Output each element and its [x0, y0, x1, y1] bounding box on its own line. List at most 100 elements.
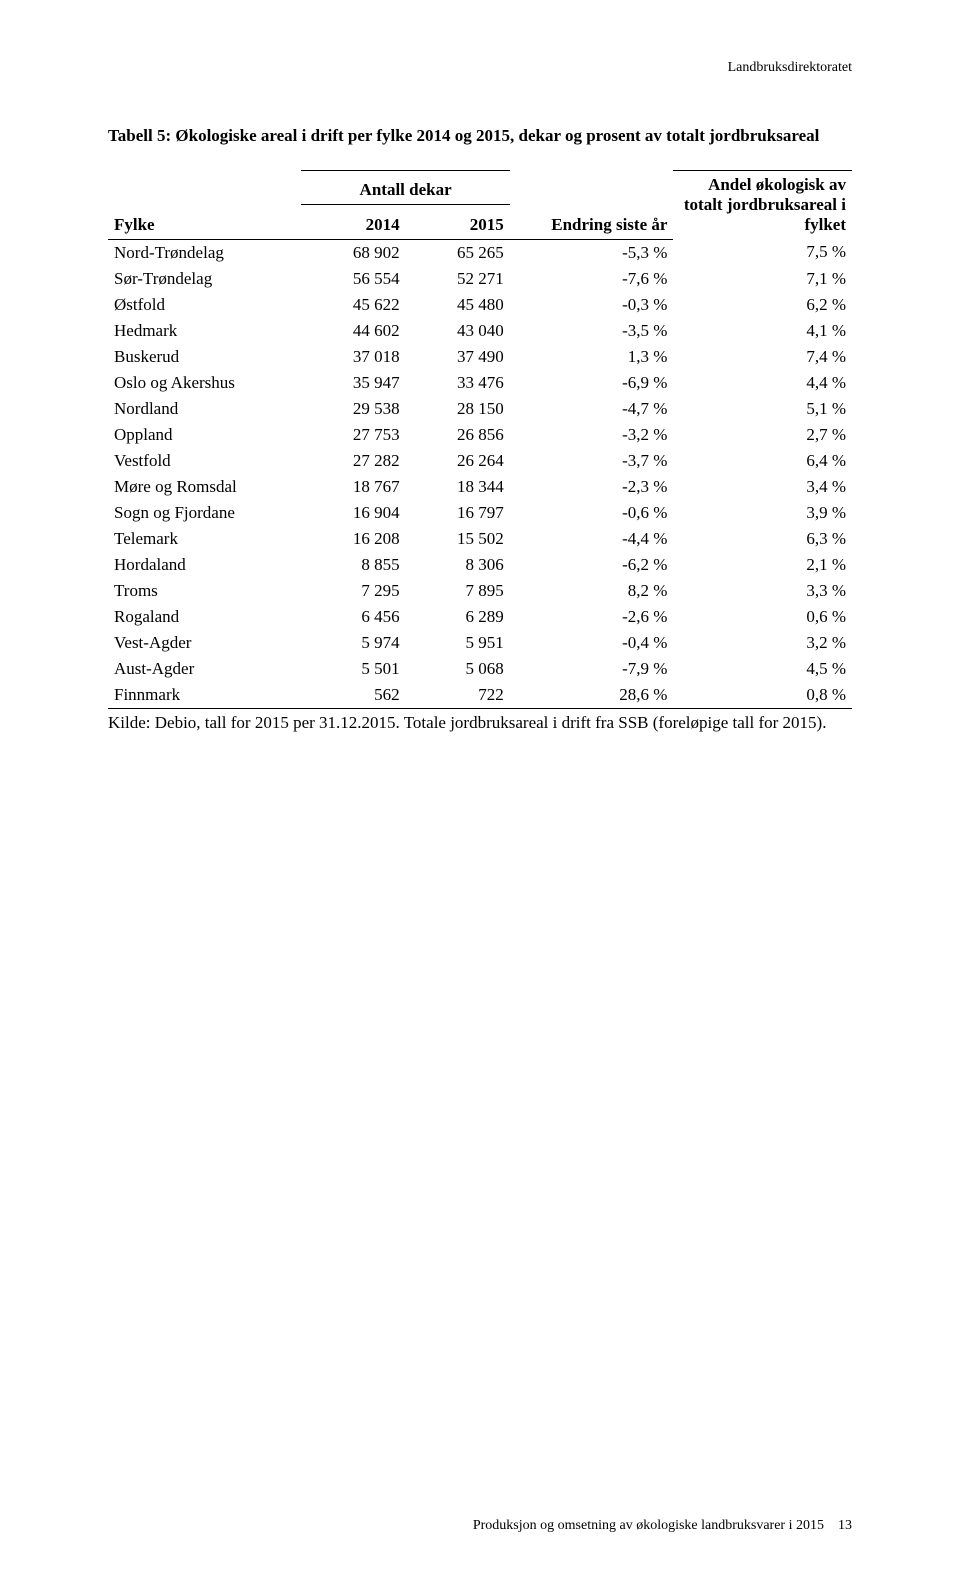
cell-2014: 68 902: [301, 239, 405, 266]
table-row: Nordland29 53828 150-4,7 %5,1 %: [108, 396, 852, 422]
cell-endring: -0,6 %: [510, 500, 674, 526]
cell-andel: 2,1 %: [673, 552, 852, 578]
cell-endring: -7,6 %: [510, 266, 674, 292]
cell-andel: 6,3 %: [673, 526, 852, 552]
table-row: Troms7 2957 8958,2 %3,3 %: [108, 578, 852, 604]
header-spacer: [510, 171, 674, 205]
cell-fylke: Hordaland: [108, 552, 301, 578]
cell-2014: 16 904: [301, 500, 405, 526]
cell-2015: 15 502: [406, 526, 510, 552]
cell-2014: 5 501: [301, 656, 405, 682]
cell-2015: 28 150: [406, 396, 510, 422]
cell-fylke: Hedmark: [108, 318, 301, 344]
cell-2014: 29 538: [301, 396, 405, 422]
col-header-endring: Endring siste år: [510, 205, 674, 239]
cell-2014: 8 855: [301, 552, 405, 578]
cell-2014: 16 208: [301, 526, 405, 552]
table-row: Sogn og Fjordane16 90416 797-0,6 %3,9 %: [108, 500, 852, 526]
cell-fylke: Oslo og Akershus: [108, 370, 301, 396]
cell-endring: -3,7 %: [510, 448, 674, 474]
cell-fylke: Vestfold: [108, 448, 301, 474]
cell-fylke: Aust-Agder: [108, 656, 301, 682]
cell-andel: 6,4 %: [673, 448, 852, 474]
cell-2014: 35 947: [301, 370, 405, 396]
cell-2015: 7 895: [406, 578, 510, 604]
cell-2014: 45 622: [301, 292, 405, 318]
col-header-2015: 2015: [406, 205, 510, 239]
cell-endring: 1,3 %: [510, 344, 674, 370]
page-footer: Produksjon og omsetning av økologiske la…: [108, 1518, 852, 1534]
table-row: Vest-Agder5 9745 951-0,4 %3,2 %: [108, 630, 852, 656]
table-row: Vestfold27 28226 264-3,7 %6,4 %: [108, 448, 852, 474]
table-body: Nord-Trøndelag68 90265 265-5,3 %7,5 %Sør…: [108, 239, 852, 708]
table-row: Oslo og Akershus35 94733 476-6,9 %4,4 %: [108, 370, 852, 396]
cell-endring: -4,7 %: [510, 396, 674, 422]
col-header-2014: 2014: [301, 205, 405, 239]
col-group-antall-dekar: Antall dekar: [301, 171, 509, 205]
cell-2014: 18 767: [301, 474, 405, 500]
cell-endring: -0,3 %: [510, 292, 674, 318]
cell-2015: 52 271: [406, 266, 510, 292]
table-row: Finnmark56272228,6 %0,8 %: [108, 682, 852, 709]
cell-fylke: Vest-Agder: [108, 630, 301, 656]
cell-endring: -3,2 %: [510, 422, 674, 448]
cell-fylke: Østfold: [108, 292, 301, 318]
cell-fylke: Sør-Trøndelag: [108, 266, 301, 292]
cell-andel: 7,4 %: [673, 344, 852, 370]
cell-fylke: Sogn og Fjordane: [108, 500, 301, 526]
table-header-group-row: Antall dekar Andel økologisk av totalt j…: [108, 171, 852, 205]
cell-2014: 7 295: [301, 578, 405, 604]
cell-2015: 18 344: [406, 474, 510, 500]
cell-2014: 44 602: [301, 318, 405, 344]
cell-2015: 45 480: [406, 292, 510, 318]
cell-fylke: Finnmark: [108, 682, 301, 709]
cell-2015: 722: [406, 682, 510, 709]
table-row: Sør-Trøndelag56 55452 271-7,6 %7,1 %: [108, 266, 852, 292]
table-row: Telemark16 20815 502-4,4 %6,3 %: [108, 526, 852, 552]
table-row: Aust-Agder5 5015 068-7,9 %4,5 %: [108, 656, 852, 682]
col-header-fylke: Fylke: [108, 205, 301, 239]
cell-2014: 56 554: [301, 266, 405, 292]
cell-andel: 0,6 %: [673, 604, 852, 630]
table-source: Kilde: Debio, tall for 2015 per 31.12.20…: [108, 713, 852, 733]
cell-endring: -7,9 %: [510, 656, 674, 682]
data-table: Antall dekar Andel økologisk av totalt j…: [108, 170, 852, 709]
table-row: Hedmark44 60243 040-3,5 %4,1 %: [108, 318, 852, 344]
cell-2014: 27 282: [301, 448, 405, 474]
cell-2015: 26 856: [406, 422, 510, 448]
cell-2015: 8 306: [406, 552, 510, 578]
table-row: Nord-Trøndelag68 90265 265-5,3 %7,5 %: [108, 239, 852, 266]
page: Landbruksdirektoratet Tabell 5: Økologis…: [0, 0, 960, 1584]
table-row: Rogaland6 4566 289-2,6 %0,6 %: [108, 604, 852, 630]
cell-andel: 3,2 %: [673, 630, 852, 656]
table-row: Møre og Romsdal18 76718 344-2,3 %3,4 %: [108, 474, 852, 500]
cell-endring: -4,4 %: [510, 526, 674, 552]
cell-2015: 37 490: [406, 344, 510, 370]
cell-endring: -2,6 %: [510, 604, 674, 630]
cell-fylke: Telemark: [108, 526, 301, 552]
cell-2015: 16 797: [406, 500, 510, 526]
cell-andel: 2,7 %: [673, 422, 852, 448]
cell-2014: 562: [301, 682, 405, 709]
cell-endring: -6,9 %: [510, 370, 674, 396]
cell-andel: 7,1 %: [673, 266, 852, 292]
cell-2014: 27 753: [301, 422, 405, 448]
table-row: Hordaland8 8558 306-6,2 %2,1 %: [108, 552, 852, 578]
cell-endring: -2,3 %: [510, 474, 674, 500]
cell-andel: 5,1 %: [673, 396, 852, 422]
cell-endring: -6,2 %: [510, 552, 674, 578]
footer-page-number: 13: [838, 1518, 852, 1533]
cell-andel: 4,1 %: [673, 318, 852, 344]
cell-fylke: Nordland: [108, 396, 301, 422]
cell-2015: 33 476: [406, 370, 510, 396]
cell-2015: 6 289: [406, 604, 510, 630]
header-spacer: [108, 171, 301, 205]
cell-2015: 5 951: [406, 630, 510, 656]
cell-2015: 65 265: [406, 239, 510, 266]
cell-andel: 3,9 %: [673, 500, 852, 526]
cell-2015: 43 040: [406, 318, 510, 344]
cell-andel: 3,3 %: [673, 578, 852, 604]
cell-endring: 28,6 %: [510, 682, 674, 709]
page-header-org: Landbruksdirektoratet: [108, 60, 852, 76]
cell-2014: 37 018: [301, 344, 405, 370]
